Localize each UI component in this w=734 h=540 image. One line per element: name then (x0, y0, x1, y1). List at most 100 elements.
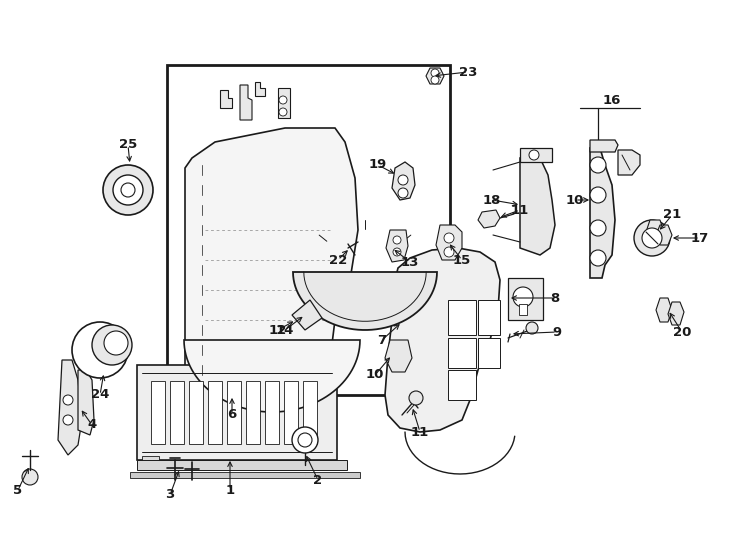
Circle shape (590, 157, 606, 173)
Text: 10: 10 (366, 368, 384, 381)
Bar (170, 381, 184, 444)
Text: 17: 17 (691, 232, 709, 245)
Bar (130, 472, 360, 478)
Bar (246, 381, 260, 444)
Circle shape (63, 395, 73, 405)
Text: 24: 24 (91, 388, 109, 402)
Circle shape (590, 250, 606, 266)
Text: 7: 7 (377, 334, 387, 347)
Polygon shape (255, 82, 265, 96)
Circle shape (22, 469, 38, 485)
Circle shape (113, 175, 143, 205)
Bar (167, 65, 450, 395)
Polygon shape (185, 128, 358, 390)
Circle shape (103, 165, 153, 215)
Polygon shape (184, 340, 360, 412)
Circle shape (590, 220, 606, 236)
Circle shape (526, 322, 538, 334)
Polygon shape (293, 272, 437, 330)
Circle shape (398, 175, 408, 185)
Bar (448, 370, 476, 400)
Circle shape (72, 322, 128, 378)
Circle shape (513, 287, 533, 307)
Text: 1: 1 (225, 483, 235, 496)
Circle shape (431, 69, 439, 77)
Circle shape (121, 183, 135, 197)
Polygon shape (220, 90, 232, 108)
Circle shape (634, 220, 670, 256)
Text: 23: 23 (459, 65, 477, 78)
Text: 18: 18 (483, 193, 501, 206)
Polygon shape (668, 302, 684, 325)
Circle shape (279, 108, 287, 116)
Bar (520, 148, 552, 162)
Bar (284, 381, 298, 444)
Text: 5: 5 (13, 483, 23, 496)
Text: 15: 15 (453, 253, 471, 267)
Bar (508, 278, 543, 320)
Polygon shape (618, 150, 640, 175)
Bar (137, 365, 337, 460)
Polygon shape (58, 360, 82, 455)
Circle shape (409, 391, 423, 405)
Polygon shape (478, 210, 500, 228)
Polygon shape (385, 340, 412, 372)
Circle shape (444, 233, 454, 243)
Polygon shape (278, 88, 290, 118)
Text: 4: 4 (87, 418, 97, 431)
Polygon shape (240, 85, 252, 120)
Circle shape (63, 415, 73, 425)
Bar (448, 338, 476, 368)
Text: 8: 8 (550, 292, 559, 305)
Polygon shape (426, 68, 444, 84)
Bar (303, 381, 317, 444)
Text: 10: 10 (566, 193, 584, 206)
Text: 22: 22 (329, 253, 347, 267)
Polygon shape (385, 248, 500, 432)
Bar (448, 300, 476, 335)
Bar (227, 381, 241, 444)
Bar (478, 300, 500, 335)
Text: 20: 20 (673, 326, 691, 339)
Bar (208, 381, 222, 444)
Circle shape (444, 247, 454, 257)
Text: 12: 12 (269, 323, 287, 336)
Polygon shape (292, 300, 322, 330)
Circle shape (431, 76, 439, 84)
Text: 19: 19 (369, 159, 387, 172)
Text: 14: 14 (276, 323, 294, 336)
Text: 16: 16 (603, 93, 621, 106)
Text: 13: 13 (401, 255, 419, 268)
Polygon shape (386, 230, 408, 262)
Circle shape (292, 427, 318, 453)
Text: 25: 25 (119, 138, 137, 152)
Polygon shape (656, 298, 672, 322)
Polygon shape (646, 220, 664, 244)
Text: 11: 11 (411, 426, 429, 438)
Bar (137, 460, 347, 470)
Circle shape (393, 248, 401, 256)
Circle shape (104, 331, 128, 355)
Circle shape (590, 187, 606, 203)
Circle shape (393, 236, 401, 244)
Polygon shape (656, 225, 672, 245)
Text: 3: 3 (165, 489, 175, 502)
Polygon shape (590, 140, 618, 152)
Text: 21: 21 (663, 208, 681, 221)
Polygon shape (590, 148, 615, 278)
Polygon shape (392, 162, 415, 200)
Circle shape (529, 150, 539, 160)
Circle shape (642, 228, 662, 248)
Bar (265, 381, 279, 444)
Text: 2: 2 (313, 474, 322, 487)
Polygon shape (519, 304, 527, 315)
Bar (151, 381, 165, 444)
Polygon shape (520, 158, 555, 255)
Polygon shape (142, 456, 159, 466)
Text: 9: 9 (553, 326, 562, 339)
Text: 11: 11 (511, 204, 529, 217)
Circle shape (279, 96, 287, 104)
Polygon shape (78, 370, 94, 435)
Circle shape (398, 188, 408, 198)
Circle shape (298, 433, 312, 447)
